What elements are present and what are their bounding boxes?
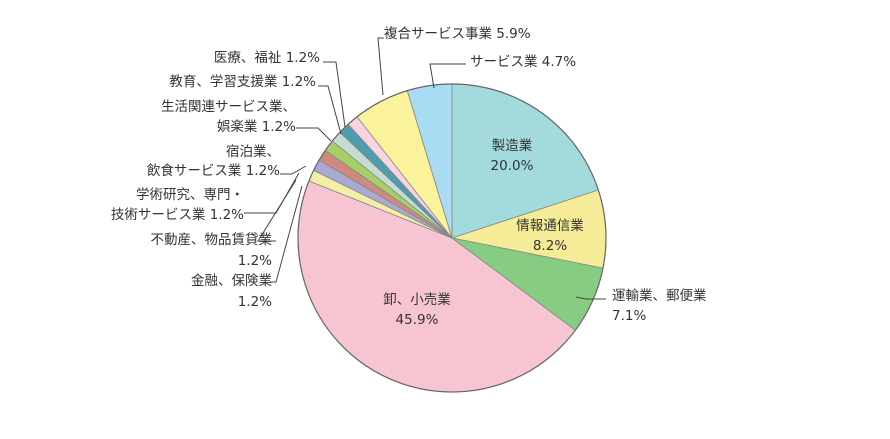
slice-label-7-line-0: 宿泊業、 bbox=[226, 143, 280, 160]
slice-label-2-line-1: 7.1% bbox=[612, 308, 646, 324]
leader-line-8 bbox=[296, 127, 332, 142]
leader-line-7 bbox=[280, 165, 307, 175]
slice-label-5-line-1: 1.2% bbox=[238, 253, 272, 269]
slice-label-1-line-0: 情報通信業 bbox=[516, 218, 584, 234]
leader-line-2 bbox=[575, 296, 606, 300]
leader-line-12 bbox=[429, 63, 466, 89]
slice-label-2: 運輸業、郵便業 7.1% bbox=[612, 288, 707, 324]
slice-label-12-line-0: サービス業 4.7% bbox=[470, 54, 576, 70]
leader-line-10 bbox=[323, 61, 346, 128]
slice-label-6-line-0: 学術研究、専門・ bbox=[136, 187, 244, 203]
slice-label-3-line-1: 45.9% bbox=[396, 312, 439, 328]
slice-label-2-line-0: 運輸業、郵便業 bbox=[612, 288, 707, 304]
slice-label-0-line-0: 製造業 bbox=[492, 138, 533, 154]
slice-label-7: 宿泊業、飲食サービス業 1.2% bbox=[147, 143, 280, 179]
leader-line-9 bbox=[318, 85, 342, 135]
slice-label-3: 卸、小売業 45.9% bbox=[383, 292, 451, 328]
slice-label-5-line-0: 不動産、物品賃貸業 bbox=[151, 232, 273, 248]
slice-label-9-line-0: 教育、学習支援業 1.2% bbox=[169, 74, 316, 90]
slice-label-10-line-0: 医療、福祉 1.2% bbox=[214, 49, 320, 66]
slice-label-4: 金融、保険業 1.2% bbox=[191, 273, 272, 310]
slice-label-4-line-0: 金融、保険業 bbox=[191, 273, 272, 289]
slice-label-9: 教育、学習支援業 1.2% bbox=[169, 74, 316, 90]
leader-line-4 bbox=[270, 185, 303, 283]
pie-outline bbox=[297, 83, 607, 393]
slice-label-6-line-1: 技術サービス業 1.2% bbox=[111, 207, 244, 223]
slice-label-10: 医療、福祉 1.2% bbox=[214, 49, 320, 66]
slice-label-5: 不動産、物品賃貸業 1.2% bbox=[151, 232, 273, 269]
slice-label-8-line-0: 生活関連サービス業、 bbox=[161, 99, 296, 115]
slice-label-11-line-0: 複合サービス事業 5.9% bbox=[384, 25, 531, 42]
slice-label-4-line-1: 1.2% bbox=[238, 294, 272, 310]
leader-line-11 bbox=[377, 37, 384, 96]
slice-label-6: 学術研究、専門・技術サービス業 1.2% bbox=[111, 187, 244, 223]
leader-line-6 bbox=[244, 172, 300, 214]
slice-label-8-line-1: 娯楽業 1.2% bbox=[217, 119, 296, 135]
slice-label-1-line-1: 8.2% bbox=[533, 238, 567, 254]
slice-label-7-line-1: 飲食サービス業 1.2% bbox=[147, 162, 280, 179]
slice-label-3-line-0: 卸、小売業 bbox=[383, 292, 451, 308]
slice-label-1: 情報通信業 8.2% bbox=[516, 218, 584, 254]
slice-label-11: 複合サービス事業 5.9% bbox=[384, 25, 531, 42]
slice-label-0-line-1: 20.0% bbox=[491, 158, 534, 174]
slice-label-12: サービス業 4.7% bbox=[470, 54, 576, 70]
slice-label-0: 製造業 20.0% bbox=[491, 138, 534, 174]
slice-label-8: 生活関連サービス業、娯楽業 1.2% bbox=[161, 99, 296, 135]
